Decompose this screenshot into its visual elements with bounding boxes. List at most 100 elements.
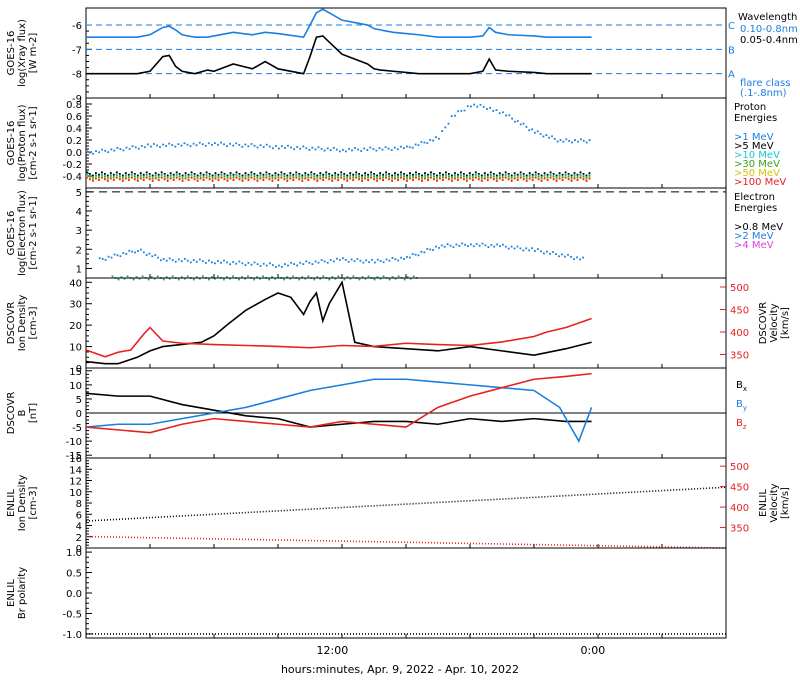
data-point (165, 145, 167, 147)
data-point (421, 174, 423, 177)
data-point (268, 173, 271, 175)
data-point (174, 260, 177, 263)
data-point (172, 173, 175, 176)
panel-enlil_polarity: -1.0 -0.5 0.0 0.5 1.0 ENLIL Br polarity (6, 547, 727, 641)
data-point (259, 265, 262, 267)
y-axis-right-label: Velocity (769, 303, 780, 342)
data-point (98, 151, 100, 154)
data-point (247, 176, 250, 179)
data-point (427, 178, 429, 180)
data-point (171, 259, 174, 261)
data-point (296, 264, 299, 267)
data-point (576, 178, 579, 180)
x-tick-label: 12:00 (317, 644, 349, 657)
data-point (168, 142, 171, 145)
data-point (157, 176, 160, 179)
data-point (226, 174, 229, 177)
data-point (507, 178, 510, 181)
data-point (352, 175, 355, 178)
data-point (259, 176, 262, 179)
data-point (217, 178, 220, 180)
data-point (284, 147, 286, 149)
data-point (397, 259, 400, 262)
data-point (205, 173, 208, 175)
data-point (151, 177, 154, 180)
data-point (299, 147, 302, 150)
data-point (162, 258, 165, 260)
data-point (522, 177, 525, 179)
data-point (145, 254, 148, 256)
data-point (454, 114, 456, 117)
data-point (148, 252, 151, 255)
data-point (329, 259, 332, 261)
data-point (480, 178, 483, 181)
data-point (250, 176, 253, 179)
data-point (196, 176, 199, 179)
data-point (471, 176, 474, 179)
data-point (121, 176, 124, 179)
data-point (364, 172, 366, 174)
data-point (439, 172, 441, 174)
data-point (130, 176, 133, 179)
data-point (519, 176, 522, 179)
y-right-tick-label: 450 (730, 483, 749, 494)
data-point (220, 171, 223, 174)
data-point (265, 171, 268, 174)
legend-title: Electron (734, 192, 775, 203)
data-point (353, 260, 356, 263)
data-point (343, 278, 346, 281)
data-point (346, 176, 349, 179)
data-point (142, 178, 145, 180)
data-point (238, 174, 241, 177)
data-point (172, 179, 175, 181)
y-tick-label: 0 (76, 544, 82, 555)
data-point (349, 172, 352, 174)
data-point (454, 175, 456, 177)
data-point (116, 147, 119, 149)
data-point (256, 263, 259, 266)
legend-entry: 0.05-0.4nm (740, 35, 798, 46)
data-point (295, 175, 298, 178)
y-axis-label: [cm-2 s-1 sr-1] (28, 106, 39, 179)
y-tick-label: 3 (76, 226, 82, 237)
data-point (534, 131, 536, 134)
data-point (124, 176, 127, 179)
data-point (528, 174, 531, 176)
data-point (406, 145, 408, 148)
data-point (126, 275, 129, 278)
data-point (376, 174, 378, 177)
data-point (244, 174, 247, 176)
data-point (391, 178, 393, 181)
data-point (420, 141, 423, 143)
data-point (358, 174, 360, 177)
y-tick-label: -0.2 (62, 160, 82, 171)
data-point (313, 178, 316, 181)
y-axis-label: DSCOVR (6, 302, 17, 345)
data-point (486, 179, 489, 181)
data-point (190, 173, 193, 175)
panel-proton: -0.4-0.20.00.20.40.60.8 GOES-16 log(Proton… (6, 97, 786, 189)
data-point (112, 179, 115, 181)
data-point (156, 144, 158, 147)
data-point (436, 178, 438, 181)
data-point (139, 176, 142, 179)
data-point (226, 178, 229, 181)
data-point (408, 256, 411, 259)
data-point (274, 177, 277, 180)
data-point (89, 173, 91, 175)
data-point (525, 178, 528, 181)
x-tick-label: 0:00 (581, 644, 606, 657)
data-point (241, 262, 244, 265)
data-point (298, 278, 301, 281)
data-point (116, 254, 119, 257)
data-point (301, 276, 304, 278)
data-point (427, 173, 429, 176)
y-tick-label: 6 (76, 510, 82, 521)
data-point (109, 176, 112, 179)
data-point (247, 175, 250, 178)
data-point (265, 174, 268, 177)
data-point (208, 174, 211, 177)
data-point (199, 172, 202, 174)
legend-entry: >30 MeV (734, 159, 780, 170)
series-ion-density (85, 486, 727, 522)
